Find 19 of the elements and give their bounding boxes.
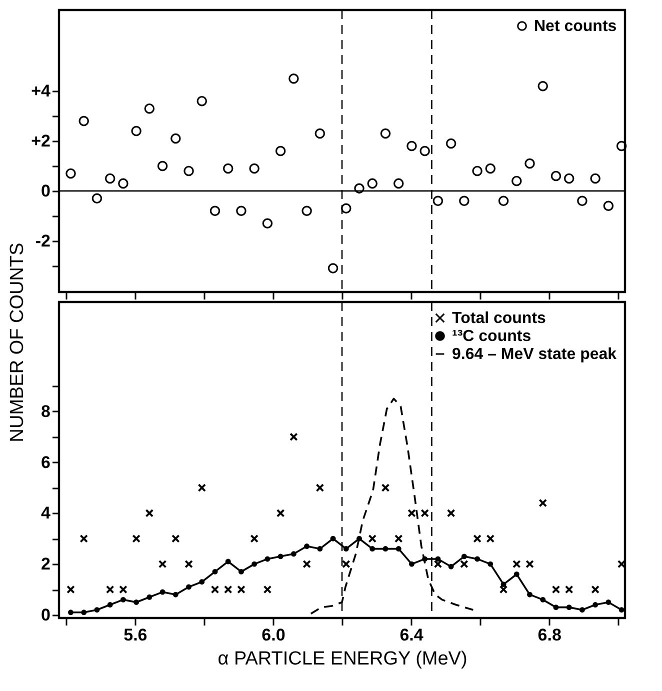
y-tick-label: 8 xyxy=(41,402,50,421)
y-tick-label: -2 xyxy=(35,231,50,250)
legend-label: Net counts xyxy=(534,18,617,35)
x-tick-label: 5.6 xyxy=(124,626,148,644)
legend-label: Total counts xyxy=(452,310,546,327)
y-tick-label: 6 xyxy=(41,452,50,472)
y-tick-label: 2 xyxy=(41,554,50,574)
y-tick-label: +4 xyxy=(31,82,52,101)
y-tick-label: 0 xyxy=(41,605,50,624)
y-tick-label: +2 xyxy=(31,132,50,151)
x-tick-label: 6.0 xyxy=(262,626,286,644)
y-tick-label: 0 xyxy=(41,181,50,200)
x-tick-label: 6.4 xyxy=(400,626,424,644)
x-tick-label: 6.8 xyxy=(538,626,562,644)
x-axis-title: α PARTICLE ENERGY (MeV) xyxy=(218,648,468,670)
legend-label: ¹³C counts xyxy=(452,328,532,345)
legend-label: 9.64 – MeV state peak xyxy=(452,346,617,363)
y-tick-label: 4 xyxy=(41,504,52,523)
y-axis-title: NUMBER OF COUNTS xyxy=(7,242,28,442)
